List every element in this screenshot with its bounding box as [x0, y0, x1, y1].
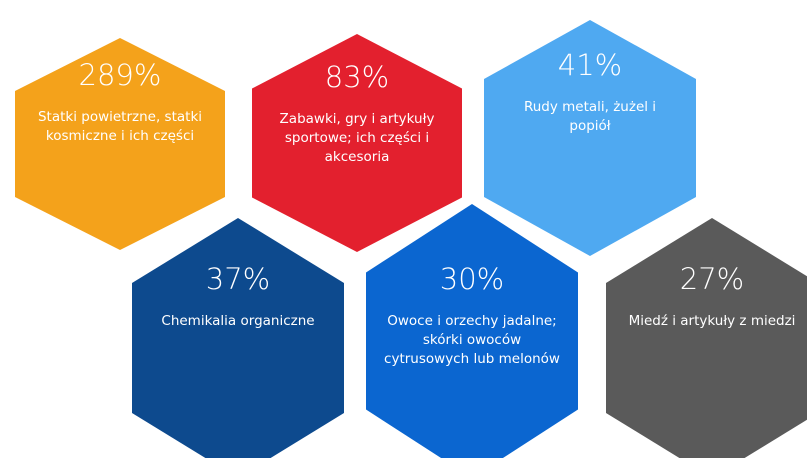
label: Zabawki, gry i artykuły sportowe; ich cz…: [279, 111, 435, 165]
label: Miedź i artykuły z miedzi: [628, 313, 796, 329]
hexagon: [484, 20, 696, 256]
percent: 37%: [205, 262, 271, 296]
hexagon: [132, 218, 344, 458]
label: Statki powietrzne, statki kosmiczne i ic…: [37, 109, 203, 144]
label: Owoce i orzechy jadalne; skórki owoców c…: [384, 313, 560, 367]
hexagon: [606, 218, 807, 458]
label: Chemikalia organiczne: [161, 313, 315, 329]
hex-text: 41% Rudy metali, żużel i popiół: [505, 48, 675, 136]
hex-text: 289% Statki powietrzne, statki kosmiczne …: [20, 58, 220, 146]
percent: 289%: [78, 58, 162, 92]
percent: 41%: [557, 48, 623, 82]
hex-text: 30% Owoce i orzechy jadalne; skórki owocó…: [382, 262, 562, 369]
hexagon: [252, 34, 462, 252]
label: Rudy metali, żużel i popiół: [523, 99, 657, 134]
percent: 27%: [679, 262, 745, 296]
hex-text: 27% Miedź i artykuły z miedzi: [597, 262, 807, 331]
hexagon: [366, 204, 578, 458]
hex-text: 83% Zabawki, gry i artykuły sportowe; ich…: [272, 60, 442, 167]
percent: 83%: [324, 60, 390, 94]
hexagon: [15, 38, 225, 250]
hex-text: 37% Chemikalia organiczne: [138, 262, 338, 331]
percent: 30%: [439, 262, 505, 296]
